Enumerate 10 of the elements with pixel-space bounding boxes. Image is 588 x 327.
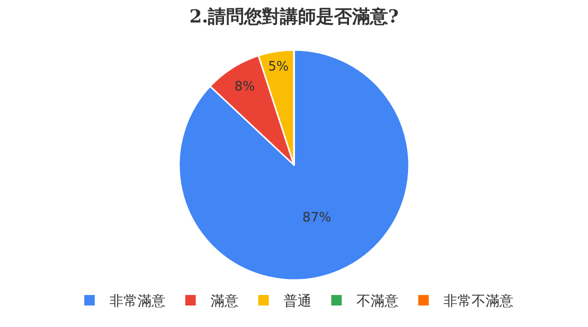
legend-label: 不滿意 (356, 294, 398, 310)
legend-label: 滿意 (210, 294, 238, 310)
legend-label: 非常滿意 (110, 294, 166, 310)
data-label: 8% (234, 80, 255, 95)
chart-title: 2.請問您對講師是否滿意? (189, 6, 399, 28)
pie-slice (178, 49, 410, 281)
legend-label: 普通 (284, 292, 312, 310)
legend-label: 非常不滿意 (444, 294, 514, 310)
data-label: 87% (302, 210, 332, 226)
data-label: 5% (268, 59, 289, 74)
